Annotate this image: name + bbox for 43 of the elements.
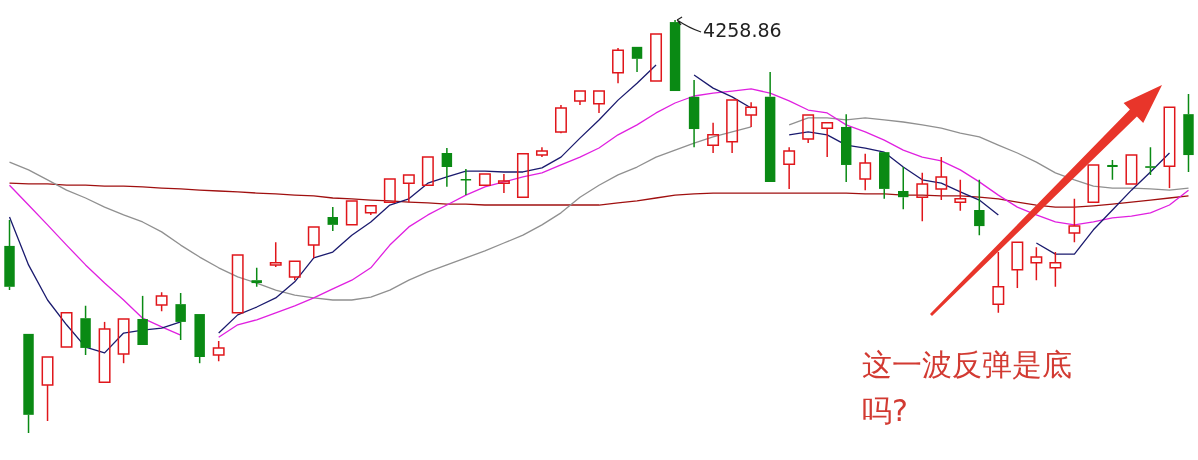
candlestick xyxy=(726,99,739,154)
candlestick xyxy=(802,114,815,144)
candlestick xyxy=(4,219,15,291)
candlestick xyxy=(175,292,186,341)
candlestick xyxy=(327,206,339,232)
candlestick xyxy=(935,156,948,201)
candlestick xyxy=(593,90,605,114)
candlestick xyxy=(574,90,586,106)
candlestick xyxy=(840,113,852,183)
candlestick xyxy=(916,172,929,222)
candlestick xyxy=(1030,246,1043,281)
candlestick xyxy=(307,226,320,259)
candlestick xyxy=(1068,198,1081,243)
candlestick xyxy=(612,47,624,84)
candlestick xyxy=(1163,106,1176,189)
candlestick xyxy=(954,179,967,212)
candlestick xyxy=(497,173,510,194)
candlestick xyxy=(441,147,453,188)
candlestick xyxy=(1049,251,1062,288)
candlestick xyxy=(137,295,148,346)
candlestick xyxy=(859,153,872,191)
candlestick xyxy=(80,305,91,356)
candlestick xyxy=(460,168,472,196)
candlestick xyxy=(1011,241,1024,289)
candlestick xyxy=(631,46,643,73)
candlestick xyxy=(898,166,909,210)
annotation: 这一波反弹是底吗? xyxy=(862,346,1073,430)
candlestick xyxy=(745,101,758,128)
candlestick xyxy=(669,19,681,92)
candlestick xyxy=(688,79,700,148)
candlestick xyxy=(783,146,796,190)
annotation: 4258.86 xyxy=(703,18,782,41)
candlestick xyxy=(879,152,890,200)
candlestick xyxy=(1145,146,1156,176)
candlestick xyxy=(974,179,985,236)
candlestick xyxy=(1183,93,1194,173)
candlestick xyxy=(821,122,834,158)
candlestick xyxy=(41,356,54,422)
candlestick xyxy=(707,122,720,154)
candlestick xyxy=(992,251,1005,314)
candlestick xyxy=(269,241,282,268)
candlestick xyxy=(764,71,776,182)
candlestick xyxy=(402,174,415,203)
